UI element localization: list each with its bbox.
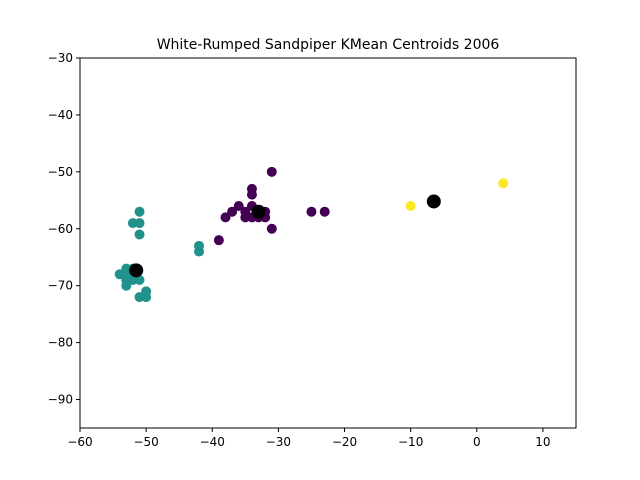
y-tick-label: −90 [48,393,73,407]
centroid-point [251,204,266,219]
centroid-point [129,263,144,278]
y-tick-label: −70 [48,279,73,293]
data-point-cluster-0 [220,212,231,223]
data-point-cluster-2 [405,201,416,211]
x-tick-label: −10 [398,435,423,449]
data-point-cluster-0 [240,212,251,223]
y-axis-ticks: −30 −40 −50 −60 −70 −80 −90 [48,51,80,407]
x-tick-label: 10 [535,435,550,449]
data-point-cluster-0 [246,189,257,200]
data-point-cluster-1 [194,246,205,257]
x-tick-label: −40 [200,435,225,449]
data-point-cluster-1 [134,206,145,217]
data-point-cluster-0 [233,201,244,211]
centroid-point [426,194,441,209]
plot-frame [79,57,577,429]
data-point-cluster-1 [134,218,145,229]
x-tick-label: −30 [266,435,291,449]
x-tick-label: −20 [332,435,357,449]
data-point-cluster-1 [134,229,145,240]
y-tick-label: −50 [48,165,73,179]
data-point-cluster-1 [121,275,132,285]
data-point-cluster-0 [266,223,277,234]
data-point-cluster-0 [213,235,224,246]
data-point-cluster-0 [227,206,238,217]
y-tick-label: −80 [48,336,73,350]
y-tick-label: −30 [48,51,73,65]
y-tick-label: −60 [48,222,73,236]
data-point-cluster-0 [319,206,330,217]
data-point-cluster-2 [498,178,509,189]
centroid-markers [129,194,441,278]
data-point-cluster-0 [266,166,277,177]
x-tick-label: 0 [473,435,481,449]
data-points [114,166,509,303]
y-tick-label: −40 [48,108,73,122]
chart-title: White-Rumped Sandpiper KMean Centroids 2… [157,37,500,53]
x-tick-label: −50 [133,435,158,449]
data-point-cluster-0 [306,206,317,217]
data-point-cluster-1 [141,292,152,303]
x-axis-ticks: −60 −50 −40 −30 −20 −10 0 10 [67,428,551,449]
x-tick-label: −60 [67,435,92,449]
